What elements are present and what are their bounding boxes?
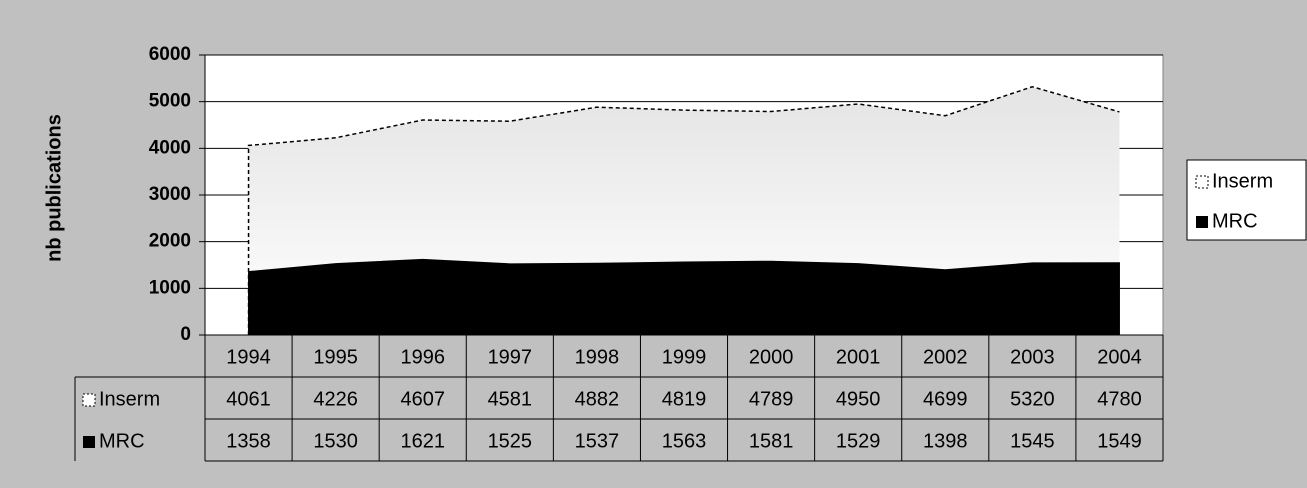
legend-label: Inserm [1212, 170, 1273, 192]
x-tick-label: 2003 [1010, 346, 1055, 368]
table-series-name: Inserm [99, 388, 160, 410]
table-cell: 1537 [575, 430, 620, 452]
table-cell: 1621 [400, 430, 445, 452]
y-tick-label: 0 [180, 324, 191, 345]
legend-swatch [1195, 175, 1209, 189]
x-tick-label: 1997 [488, 346, 533, 368]
table-cell: 4699 [923, 388, 968, 410]
x-tick-label: 1994 [226, 346, 271, 368]
legend-swatch [83, 436, 95, 448]
x-tick-label: 2002 [923, 346, 968, 368]
table-cell: 4226 [313, 388, 358, 410]
table-cell: 1581 [749, 430, 794, 452]
table-series-name: MRC [99, 430, 145, 452]
table-cell: 4581 [488, 388, 533, 410]
x-tick-label: 2000 [749, 346, 794, 368]
y-tick-label: 4000 [149, 137, 191, 158]
area-outline [247, 85, 1120, 335]
x-tick-label: 2004 [1097, 346, 1142, 368]
table-cell: 1358 [226, 430, 271, 452]
table-cell: 1545 [1010, 430, 1055, 452]
table-cell: 1529 [836, 430, 881, 452]
table-cell: 4780 [1097, 388, 1142, 410]
area [248, 258, 1120, 336]
legend-label: MRC [1212, 210, 1258, 232]
x-tick-label: 1999 [662, 346, 707, 368]
table-cell: 4882 [575, 388, 620, 410]
table-cell: 1530 [313, 430, 358, 452]
x-tick-label: 1995 [313, 346, 358, 368]
legend-swatch [1196, 216, 1208, 228]
y-axis-label: nb publications [43, 114, 65, 262]
x-tick-label: 2001 [836, 346, 881, 368]
x-tick-label: 1998 [575, 346, 620, 368]
table-cell: 4061 [226, 388, 271, 410]
y-tick-label: 3000 [149, 184, 191, 205]
x-tick-label: 1996 [400, 346, 445, 368]
table-cell: 4819 [662, 388, 707, 410]
table-cell: 1563 [662, 430, 707, 452]
legend-swatch [82, 393, 96, 407]
table-cell: 4607 [400, 388, 445, 410]
y-tick-label: 5000 [149, 91, 191, 112]
table-cell: 5320 [1010, 388, 1055, 410]
table-cell: 4789 [749, 388, 794, 410]
table-cell: 1549 [1097, 430, 1142, 452]
y-tick-label: 1000 [149, 277, 191, 298]
table-cell: 1398 [923, 430, 968, 452]
y-tick-label: 6000 [149, 44, 191, 65]
table-cell: 4950 [836, 388, 881, 410]
table-cell: 1525 [488, 430, 533, 452]
y-tick-label: 2000 [149, 231, 191, 252]
